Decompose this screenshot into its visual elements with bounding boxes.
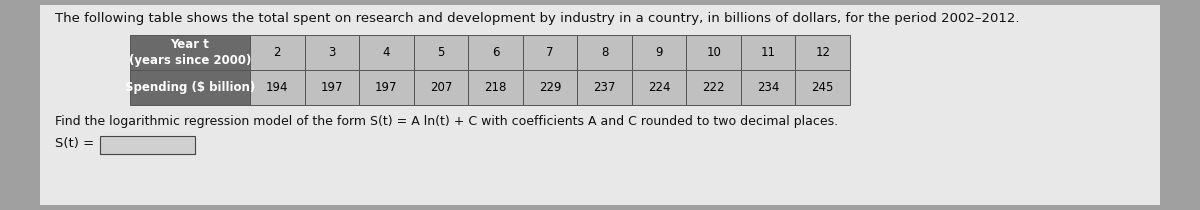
Text: 7: 7: [546, 46, 553, 59]
Bar: [632, 70, 686, 105]
Text: 234: 234: [757, 81, 779, 94]
Bar: [468, 70, 523, 105]
Text: 9: 9: [655, 46, 662, 59]
Text: 2: 2: [274, 46, 281, 59]
Text: 218: 218: [485, 81, 506, 94]
Bar: [523, 35, 577, 70]
Text: 237: 237: [593, 81, 616, 94]
Text: 6: 6: [492, 46, 499, 59]
Bar: [740, 35, 796, 70]
Text: 224: 224: [648, 81, 671, 94]
Bar: [250, 35, 305, 70]
Bar: [796, 35, 850, 70]
Bar: [359, 70, 414, 105]
Text: 197: 197: [320, 81, 343, 94]
Bar: [740, 70, 796, 105]
Bar: [100, 136, 194, 154]
Text: 4: 4: [383, 46, 390, 59]
Text: 245: 245: [811, 81, 834, 94]
Bar: [686, 35, 740, 70]
Text: Find the logarithmic regression model of the form S(t) = A ln(t) + C with coeffi: Find the logarithmic regression model of…: [55, 115, 838, 128]
Bar: [414, 35, 468, 70]
Text: 12: 12: [815, 46, 830, 59]
Text: 194: 194: [266, 81, 288, 94]
Text: 3: 3: [328, 46, 336, 59]
Text: 11: 11: [761, 46, 775, 59]
Text: 197: 197: [376, 81, 397, 94]
Bar: [686, 70, 740, 105]
Bar: [577, 70, 632, 105]
Text: 222: 222: [702, 81, 725, 94]
Bar: [632, 35, 686, 70]
Bar: [359, 35, 414, 70]
Bar: [577, 35, 632, 70]
Bar: [414, 70, 468, 105]
Text: S(t) =: S(t) =: [55, 137, 94, 150]
Text: 207: 207: [430, 81, 452, 94]
Text: 5: 5: [437, 46, 444, 59]
Bar: [305, 70, 359, 105]
Text: Year t
(years since 2000): Year t (years since 2000): [128, 38, 251, 67]
Bar: [796, 70, 850, 105]
Bar: [250, 70, 305, 105]
Bar: [305, 35, 359, 70]
Bar: [130, 35, 250, 70]
Text: The following table shows the total spent on research and development by industr: The following table shows the total spen…: [55, 12, 1020, 25]
Bar: [130, 70, 250, 105]
Text: 10: 10: [706, 46, 721, 59]
Bar: [523, 70, 577, 105]
Text: 229: 229: [539, 81, 562, 94]
Text: Spending ($ billion): Spending ($ billion): [125, 81, 256, 94]
Text: 8: 8: [601, 46, 608, 59]
Bar: [468, 35, 523, 70]
